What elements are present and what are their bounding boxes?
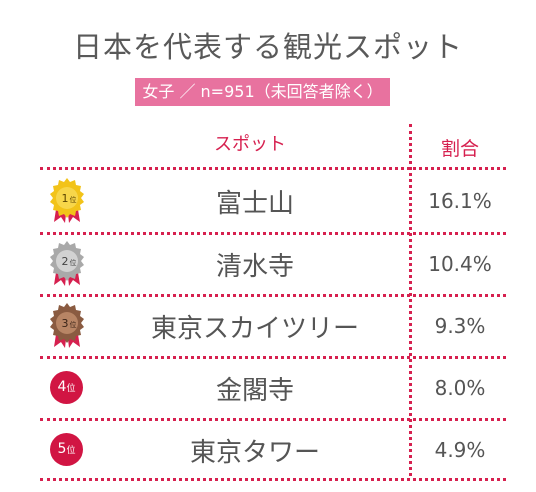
row-divider [40, 294, 506, 297]
column-divider [409, 124, 412, 476]
rank-suffix: 位 [66, 446, 76, 456]
row-divider [40, 418, 506, 421]
rank-number: 1 [62, 192, 69, 205]
spot-percentage: 9.3% [434, 314, 486, 338]
column-header-ratio: 割合 [440, 138, 479, 160]
spot-percentage: 4.9% [434, 438, 486, 462]
rank-badge: 5位 [50, 433, 83, 466]
spot-percentage: 8.0% [434, 376, 486, 400]
rank-badge: 4位 [50, 371, 83, 404]
rank-suffix: 位 [66, 384, 76, 394]
bronze-medal-icon: 3 位 [50, 303, 84, 348]
spot-name: 東京タワー [189, 438, 320, 468]
spot-name: 清水寺 [215, 252, 294, 282]
row-divider [40, 356, 506, 359]
rank-number: 2 [62, 255, 69, 268]
gold-medal-icon: 1 位 [50, 178, 84, 223]
rank-suffix: 位 [70, 195, 77, 204]
spot-name: 金閣寺 [215, 376, 294, 406]
spot-percentage: 10.4% [428, 252, 492, 276]
rank-suffix: 位 [70, 258, 77, 267]
silver-medal-icon: 2 位 [50, 241, 84, 286]
row-divider [40, 167, 506, 170]
survey-subtitle-badge: 女子 ／ n=951（未回答者除く） [135, 78, 390, 106]
rank-suffix: 位 [70, 320, 77, 329]
page-title: 日本を代表する観光スポット [72, 30, 463, 64]
spot-name: 東京スカイツリー [150, 314, 359, 344]
column-header-spot: スポット [214, 134, 286, 155]
spot-name: 富士山 [215, 189, 294, 219]
spot-percentage: 16.1% [428, 189, 492, 213]
rank-number: 5 [57, 441, 67, 457]
rank-number: 4 [57, 379, 67, 395]
rank-number: 3 [62, 317, 69, 330]
row-divider [40, 232, 506, 235]
row-divider [40, 478, 506, 481]
